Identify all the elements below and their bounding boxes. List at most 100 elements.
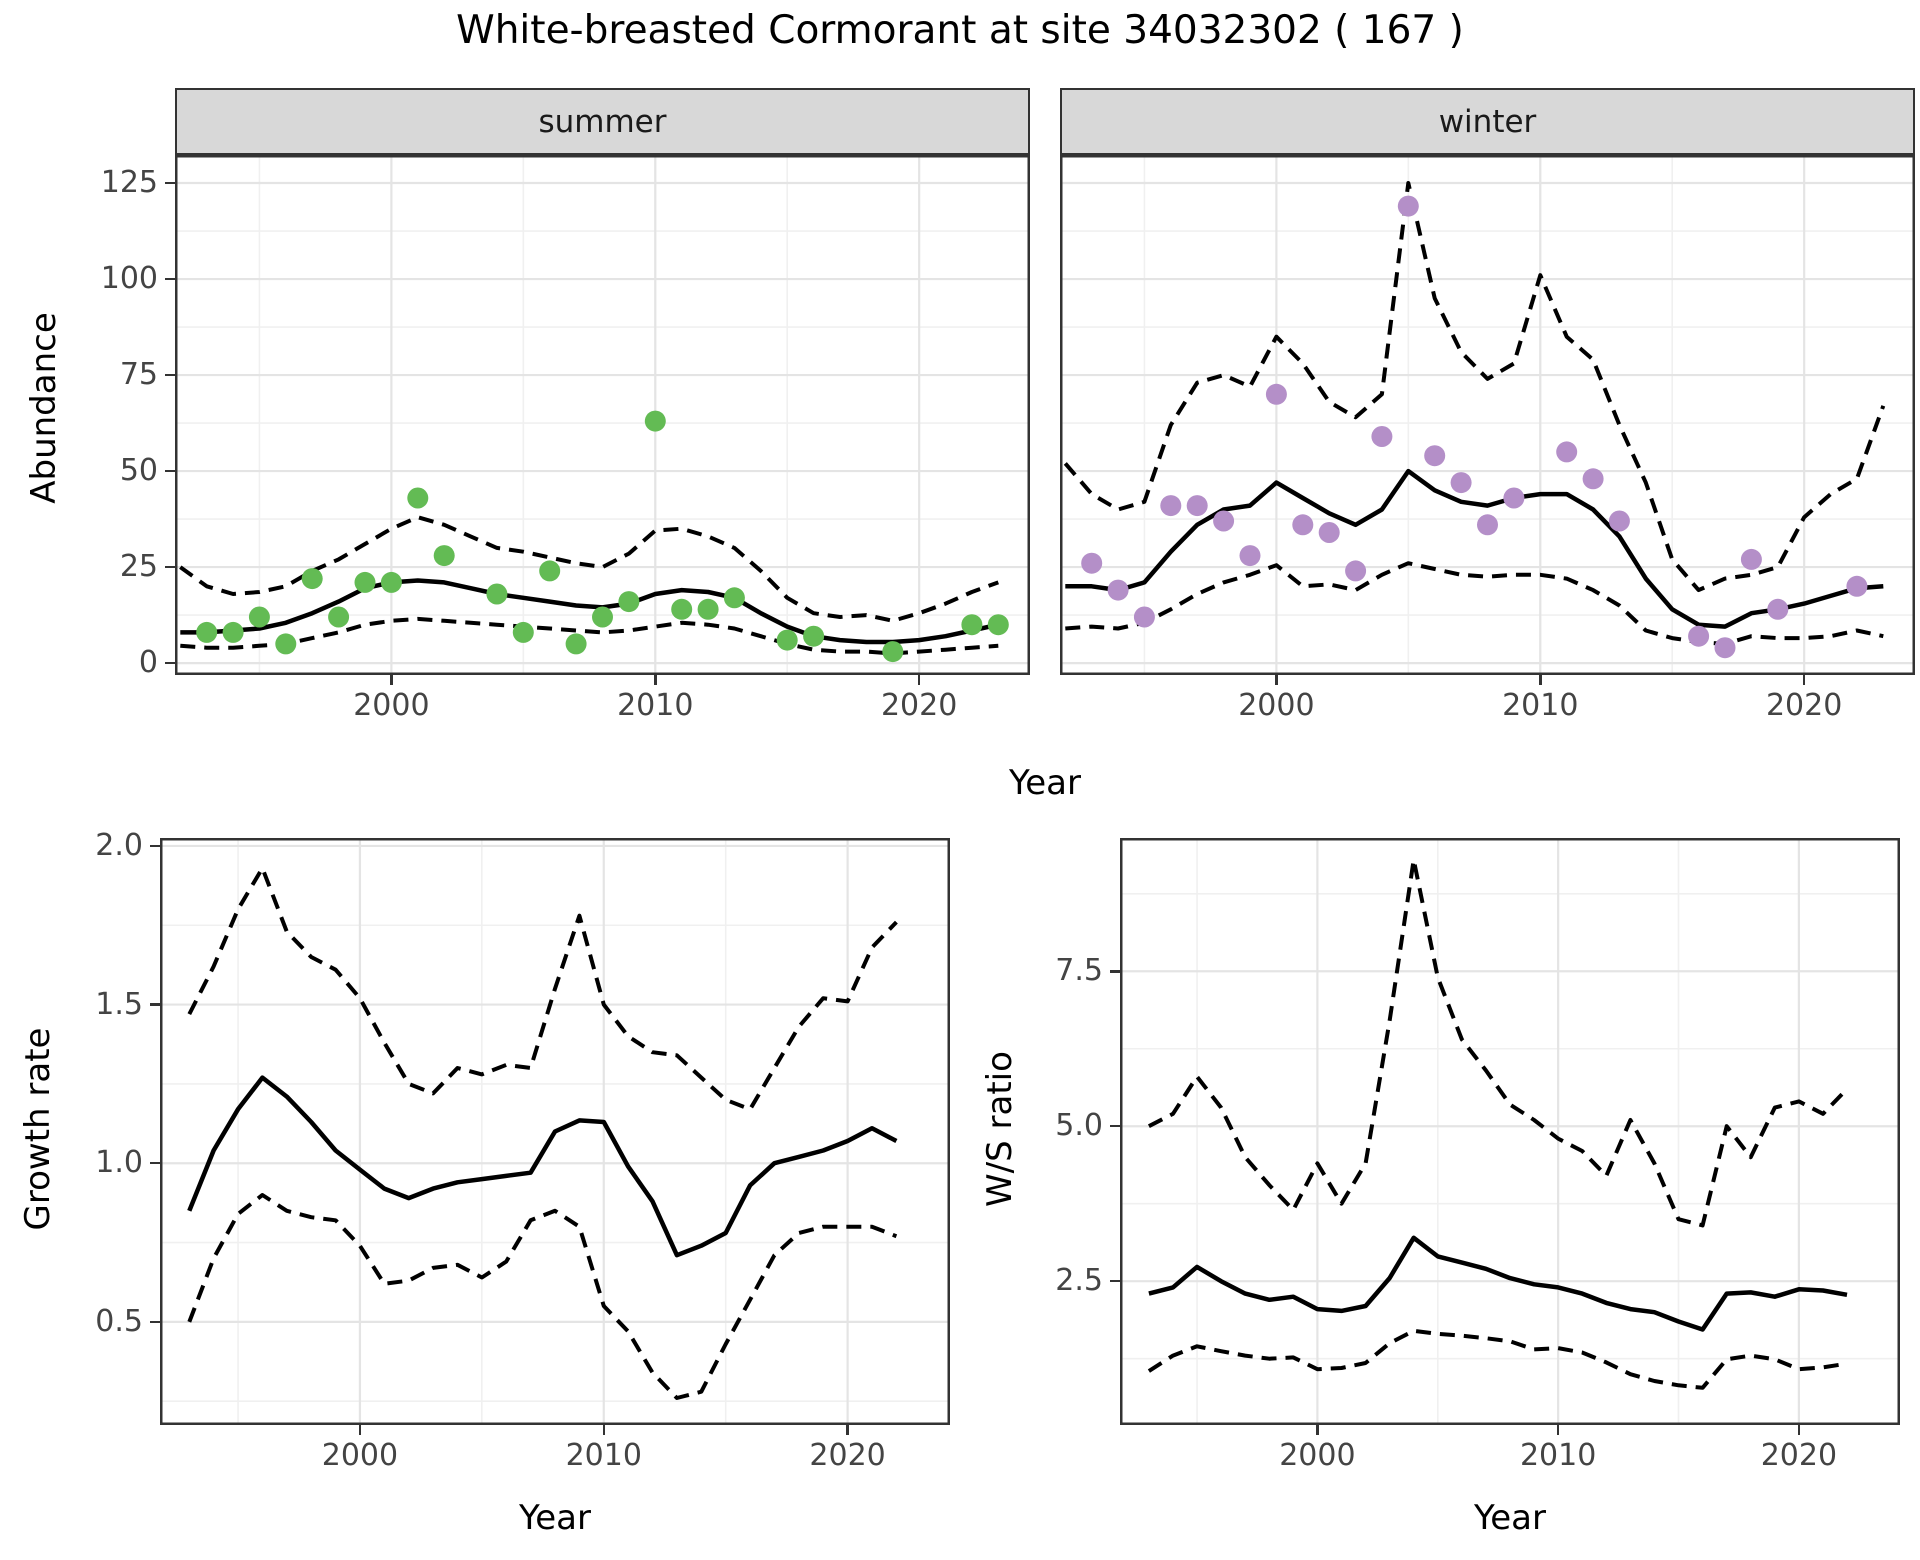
summer-upper_ci-line: [179, 515, 999, 623]
summer-observed-point: [407, 487, 429, 509]
summer-observed-point: [697, 598, 719, 620]
winter-observed-point: [1107, 579, 1129, 601]
x-tick-label: 2000: [353, 688, 430, 723]
summer-observed-point: [354, 571, 376, 593]
facet-strip-summer-label: summer: [538, 103, 667, 140]
y-tick-mark: [165, 181, 175, 185]
summer-observed-point: [433, 545, 455, 567]
y-tick-label: 125: [100, 165, 158, 201]
panel-abundance-summer: [175, 155, 1030, 675]
x-axis-title-year-top: Year: [1009, 763, 1081, 803]
summer-observed-point: [380, 571, 402, 593]
y-tick-label: 100: [100, 261, 158, 297]
x-tick-label: 2010: [565, 1438, 642, 1473]
summer-observed-point: [776, 629, 798, 651]
summer-observed-point: [618, 591, 640, 613]
y-tick-mark: [165, 565, 175, 569]
summer-observed-point: [512, 621, 534, 643]
x-tick-label: 2020: [1765, 688, 1843, 723]
y-tick-label: 0: [138, 645, 158, 681]
x-tick-mark: [654, 675, 657, 685]
winter-observed-point: [1371, 426, 1393, 447]
y-tick-mark: [1110, 1279, 1120, 1283]
summer-observed-point: [248, 606, 270, 628]
y-tick-label: 1.0: [95, 1145, 143, 1181]
winter-observed-point: [1714, 637, 1736, 659]
winter-observed-point: [1318, 522, 1340, 543]
x-tick-label: 2000: [1238, 688, 1315, 723]
y-axis-title-growth-rate: Growth rate: [18, 1027, 58, 1231]
x-axis-title-year-growth: Year: [519, 1498, 591, 1538]
winter-observed-point: [1556, 441, 1578, 463]
y-tick-label: 75: [119, 357, 158, 393]
summer-observed-point: [961, 614, 983, 636]
summer-observed-point: [565, 633, 587, 655]
x-tick-mark: [1556, 1425, 1560, 1435]
y-tick-label: 25: [119, 549, 158, 585]
facet-strip-winter: winter: [1060, 88, 1915, 155]
x-tick-mark: [917, 675, 921, 685]
x-tick-mark: [846, 1425, 849, 1435]
y-tick-label: 0.5: [95, 1303, 143, 1339]
winter-observed-point: [1846, 575, 1868, 597]
summer-observed-point: [723, 587, 745, 609]
y-tick-mark: [165, 277, 175, 281]
y-tick-mark: [1110, 970, 1120, 973]
y-axis-title-abundance: Abundance: [24, 312, 64, 504]
growth-lower_ci-line: [187, 1193, 898, 1400]
y-tick-label: 5.0: [1055, 1108, 1103, 1144]
panel-border: [1120, 838, 1900, 1425]
y-tick-label: 50: [119, 453, 158, 489]
winter-observed-point: [1608, 510, 1630, 532]
y-axis-title-ws-ratio: W/S ratio: [980, 1051, 1020, 1207]
facet-strip-summer: summer: [175, 88, 1030, 155]
y-tick-mark: [150, 1320, 160, 1324]
ws-fit-line: [1148, 1235, 1848, 1332]
winter-observed-point: [1186, 495, 1208, 517]
x-tick-label: 2010: [617, 688, 694, 723]
summer-observed-point: [486, 583, 508, 605]
y-tick-mark: [165, 469, 175, 473]
y-tick-mark: [150, 1161, 160, 1165]
summer-observed-point: [539, 560, 561, 582]
winter-fit-line: [1065, 468, 1884, 629]
x-tick-label: 2000: [1279, 1438, 1356, 1473]
summer-observed-point: [301, 568, 323, 590]
summer-observed-point: [671, 598, 693, 620]
winter-observed-point: [1133, 606, 1155, 628]
y-tick-mark: [165, 661, 175, 665]
winter-observed-point: [1397, 195, 1419, 217]
y-tick-label: 1.5: [95, 986, 143, 1022]
winter-observed-point: [1345, 560, 1367, 582]
panel-border: [1060, 155, 1915, 675]
x-tick-label: 2020: [1760, 1438, 1838, 1473]
winter-observed-point: [1160, 495, 1182, 517]
winter-observed-point: [1740, 548, 1762, 570]
winter-observed-point: [1688, 625, 1710, 647]
summer-observed-point: [196, 621, 218, 643]
growth-fit-line: [187, 1075, 898, 1258]
summer-observed-point: [882, 641, 904, 663]
figure-title: White-breasted Cormorant at site 3403230…: [456, 8, 1464, 53]
panel-ws-ratio: [1120, 838, 1900, 1425]
y-tick-label: 2.5: [1055, 1263, 1103, 1299]
x-tick-mark: [1802, 675, 1806, 685]
y-tick-mark: [150, 844, 160, 848]
panel-abundance-winter: [1060, 155, 1915, 675]
panel-border: [175, 155, 1030, 675]
winter-observed-point: [1292, 514, 1314, 536]
winter-observed-point: [1582, 468, 1604, 490]
winter-observed-point: [1081, 552, 1103, 574]
x-tick-mark: [390, 675, 393, 685]
summer-observed-point: [644, 410, 666, 432]
x-tick-mark: [1316, 1425, 1319, 1435]
y-tick-label: 2.0: [95, 827, 143, 863]
winter-observed-point: [1239, 545, 1261, 567]
y-tick-mark: [165, 373, 175, 377]
ws-lower_ci-line: [1147, 1328, 1848, 1390]
summer-observed-point: [275, 633, 297, 655]
summer-fit-line: [180, 578, 999, 645]
y-tick-label: 7.5: [1055, 953, 1103, 989]
summer-observed-point: [803, 625, 825, 647]
